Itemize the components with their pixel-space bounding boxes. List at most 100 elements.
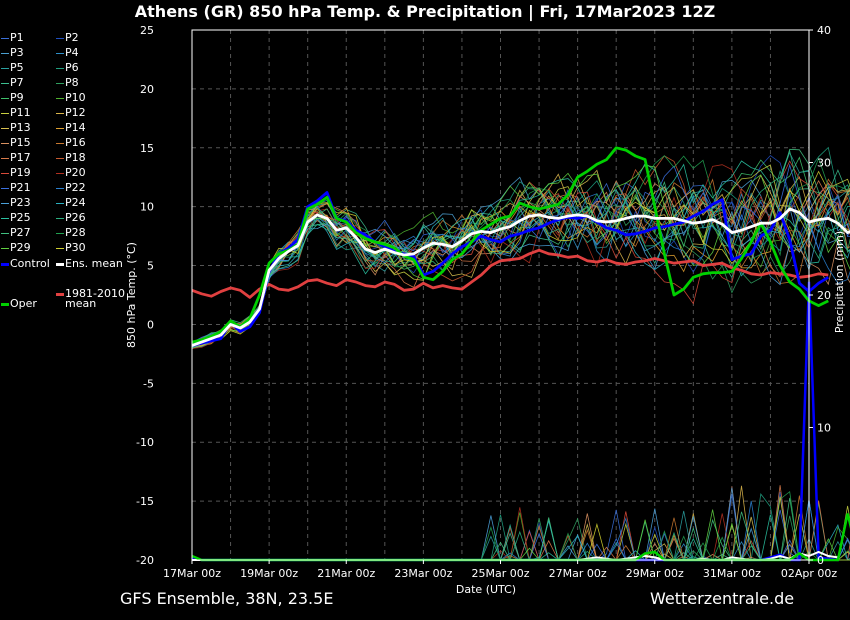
y-tick-label-left: 25	[140, 24, 154, 37]
legend-label: P20	[65, 166, 86, 179]
legend-item-p12: P12	[56, 106, 86, 119]
legend-item-climate-mean: 1981-2010	[56, 287, 125, 300]
legend-item-p23: P23	[1, 196, 31, 209]
legend-item-p18: P18	[56, 151, 86, 164]
member-line-p24	[191, 194, 850, 347]
legend-swatch	[56, 202, 64, 204]
legend-item-p25: P25	[1, 211, 31, 224]
legend-item-p17: P17	[1, 151, 31, 164]
legend-label: P17	[10, 151, 31, 164]
y-tick-label-left: 15	[140, 142, 154, 155]
legend-label: Control	[10, 257, 50, 270]
legend-swatch	[56, 217, 64, 219]
legend-label: P22	[65, 181, 86, 194]
legend-label: P21	[10, 181, 31, 194]
legend-label: P8	[65, 76, 79, 89]
legend-label: P25	[10, 211, 31, 224]
x-tick-label: 17Mar 00z	[163, 567, 221, 580]
legend-item-p22: P22	[56, 181, 86, 194]
legend-label: Oper	[10, 297, 37, 310]
y-tick-label-left: -5	[143, 377, 154, 390]
x-tick-label: 27Mar 00z	[549, 567, 607, 580]
member-line-p22	[191, 188, 850, 345]
legend-item-p1: P1	[1, 31, 24, 44]
legend-label: P15	[10, 136, 31, 149]
legend-swatch	[1, 172, 9, 174]
legend-swatch	[1, 82, 9, 84]
legend-label: P10	[65, 91, 86, 104]
legend-item-p20: P20	[56, 166, 86, 179]
x-tick-label: 29Mar 00z	[626, 567, 684, 580]
member-precip-p13	[192, 516, 850, 561]
legend-label: P3	[10, 46, 24, 59]
y-axis-label-right: Precipitation (mm)	[833, 231, 846, 333]
legend-swatch	[56, 262, 64, 266]
legend-swatch	[1, 232, 9, 234]
y-tick-label-left: 10	[140, 201, 154, 214]
legend-swatch	[1, 262, 9, 266]
precipitation-lines	[191, 281, 850, 562]
legend-label: P4	[65, 46, 79, 59]
legend-swatch	[1, 217, 9, 219]
member-precip-p15	[192, 513, 850, 561]
legend-swatch	[1, 142, 9, 144]
x-tick-label: 19Mar 00z	[240, 567, 298, 580]
member-line-p10	[191, 188, 850, 345]
legend-item-p6: P6	[56, 61, 79, 74]
legend-label-climate-mean-line2: mean	[65, 297, 97, 310]
legend-label: P14	[65, 121, 86, 134]
legend-swatch	[1, 52, 9, 54]
legend-label: P9	[10, 91, 24, 104]
member-precip-p1	[192, 494, 850, 561]
legend-item-p27: P27	[1, 226, 31, 239]
y-tick-label-left: -15	[136, 495, 154, 508]
legend-label: P1	[10, 31, 24, 44]
x-tick-label: 31Mar 00z	[703, 567, 761, 580]
legend-label: P6	[65, 61, 79, 74]
member-precip-p17	[192, 485, 850, 561]
legend-swatch	[56, 157, 64, 159]
legend-swatch	[1, 187, 9, 189]
member-line-p27	[191, 148, 850, 343]
legend-label: P30	[65, 241, 86, 254]
legend-item-p24: P24	[56, 196, 86, 209]
legend-item-p26: P26	[56, 211, 86, 224]
legend-swatch	[56, 52, 64, 54]
y-tick-label-right: 30	[817, 157, 831, 170]
legend-label: P18	[65, 151, 86, 164]
legend-item-p10: P10	[56, 91, 86, 104]
legend-item-p13: P13	[1, 121, 31, 134]
y-tick-label-left: -20	[136, 554, 154, 567]
main-series-lines	[191, 146, 850, 347]
legend-swatch	[1, 247, 9, 249]
legend-swatch	[56, 112, 64, 114]
precip-line-control	[191, 281, 839, 562]
legend-item-p28: P28	[56, 226, 86, 239]
legend-label: P23	[10, 196, 31, 209]
x-tick-label: 02Apr 00z	[781, 567, 838, 580]
legend-label: P29	[10, 241, 31, 254]
legend-swatch	[56, 127, 64, 129]
legend-label: P5	[10, 61, 24, 74]
site-name: Wetterzentrale.de	[650, 589, 795, 608]
legend-swatch	[56, 67, 64, 69]
grid	[192, 29, 809, 561]
legend-swatch	[56, 142, 64, 144]
legend-swatch	[56, 82, 64, 84]
member-precip-p12	[192, 485, 850, 561]
legend-label: P11	[10, 106, 31, 119]
legend-swatch	[1, 97, 9, 99]
x-tick-label: 25Mar 00z	[471, 567, 529, 580]
x-tick-label: 21Mar 00z	[317, 567, 375, 580]
model-info: GFS Ensemble, 38N, 23.5E	[120, 589, 334, 608]
legend-item-oper: Oper	[1, 297, 37, 310]
axis-ticks: 25 20 15 10 5 0 -5 -10 -15 -20 40 30 20 10 0 17Mar 00z 1…	[136, 24, 837, 580]
legend-swatch	[56, 172, 64, 174]
legend-swatch	[56, 292, 64, 296]
legend-swatch	[56, 232, 64, 234]
legend-swatch	[1, 127, 9, 129]
legend-item-p3: P3	[1, 46, 24, 59]
legend-swatch	[56, 247, 64, 249]
legend-item-p8: P8	[56, 76, 79, 89]
legend-swatch	[56, 37, 64, 39]
